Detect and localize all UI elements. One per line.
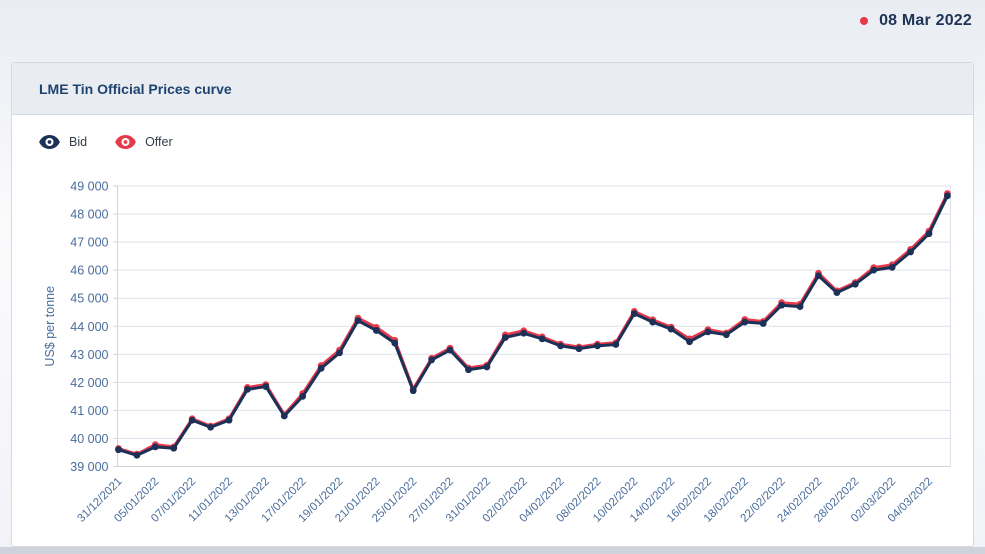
bid-point[interactable]: [557, 342, 564, 350]
bid-point[interactable]: [722, 331, 730, 339]
bid-point[interactable]: [612, 341, 620, 348]
bid-point[interactable]: [759, 320, 767, 327]
bid-point[interactable]: [870, 266, 878, 274]
current-date-badge: 08 Mar 2022: [860, 11, 972, 31]
bid-point[interactable]: [649, 318, 657, 326]
bid-point[interactable]: [667, 325, 675, 333]
bid-point[interactable]: [391, 339, 399, 347]
bid-point[interactable]: [686, 338, 693, 346]
bid-point[interactable]: [170, 444, 178, 452]
y-tick-label: 44 000: [70, 320, 108, 334]
y-tick-label: 40 000: [70, 432, 108, 446]
red-dot-icon: [860, 17, 869, 25]
bid-point[interactable]: [575, 345, 583, 353]
bid-point[interactable]: [372, 327, 380, 334]
bid-point[interactable]: [501, 334, 509, 341]
bid-point[interactable]: [115, 446, 122, 454]
page-bottom-edge: [0, 547, 985, 554]
offer-line: [117, 192, 949, 456]
bid-point[interactable]: [244, 385, 251, 393]
y-tick-label: 49 000: [70, 180, 108, 194]
legend-label-offer: Offer: [145, 135, 173, 149]
bid-point[interactable]: [207, 423, 215, 431]
bid-point[interactable]: [262, 383, 270, 390]
bid-point[interactable]: [704, 328, 712, 336]
chart-legend: Bid Offer: [39, 135, 173, 149]
bid-point[interactable]: [483, 363, 491, 371]
y-tick-label: 43 000: [70, 348, 108, 362]
card-header: LME Tin Official Prices curve: [12, 63, 973, 115]
bid-point[interactable]: [888, 263, 896, 271]
bid-point[interactable]: [741, 318, 749, 326]
bid-point[interactable]: [851, 280, 859, 288]
y-tick-label: 47 000: [70, 236, 108, 250]
eye-icon: [115, 135, 136, 149]
bid-line: [117, 194, 949, 457]
bid-point[interactable]: [907, 248, 914, 256]
bid-point[interactable]: [317, 364, 325, 372]
legend-item-bid[interactable]: Bid: [39, 135, 87, 149]
bid-point[interactable]: [538, 335, 546, 343]
bid-point[interactable]: [151, 443, 159, 451]
bid-point[interactable]: [354, 317, 362, 325]
y-tick-label: 48 000: [70, 208, 108, 222]
bid-point[interactable]: [225, 416, 233, 424]
bid-point[interactable]: [409, 387, 417, 395]
eye-icon: [39, 135, 60, 149]
bid-point[interactable]: [630, 310, 638, 318]
bid-point[interactable]: [133, 451, 141, 459]
y-tick-label: 46 000: [70, 264, 108, 278]
legend-item-offer[interactable]: Offer: [115, 135, 173, 149]
card-title: LME Tin Official Prices curve: [39, 80, 232, 97]
bid-point[interactable]: [520, 329, 528, 337]
bid-point[interactable]: [833, 289, 841, 296]
current-date-label: 08 Mar 2022: [879, 12, 972, 29]
bid-point[interactable]: [465, 366, 472, 374]
bid-point[interactable]: [944, 192, 951, 200]
y-axis-title: US$ per tonne: [43, 286, 57, 367]
bid-point[interactable]: [299, 392, 307, 400]
bid-point[interactable]: [336, 349, 343, 357]
bid-point[interactable]: [778, 301, 786, 309]
bid-point[interactable]: [796, 303, 804, 311]
bid-point[interactable]: [280, 412, 288, 420]
y-tick-label: 42 000: [70, 376, 108, 390]
y-tick-label: 45 000: [70, 292, 108, 306]
bid-point[interactable]: [446, 346, 454, 354]
bid-point[interactable]: [925, 230, 933, 238]
legend-label-bid: Bid: [69, 135, 88, 149]
bid-point[interactable]: [188, 416, 196, 424]
bid-point[interactable]: [594, 342, 601, 350]
bid-point[interactable]: [428, 356, 436, 364]
y-tick-label: 41 000: [70, 404, 108, 418]
bid-point[interactable]: [815, 272, 822, 280]
y-tick-label: 39 000: [70, 460, 108, 474]
